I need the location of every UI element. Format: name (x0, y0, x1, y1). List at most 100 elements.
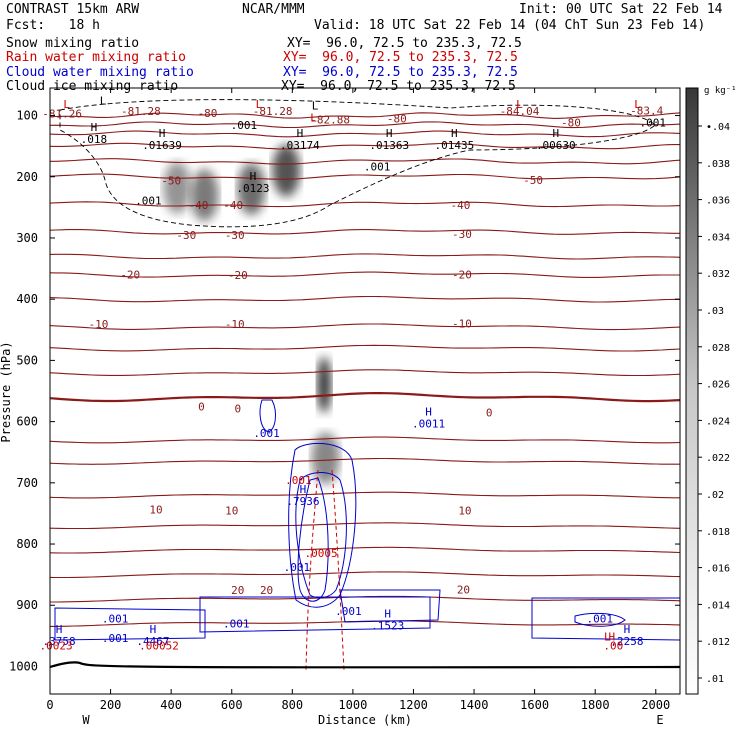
mixing-ratio-label: .001 (102, 612, 129, 625)
colorbar-tick-label: .028 (706, 343, 730, 354)
extremum-label: H (609, 631, 616, 644)
extremum-value: .018 (81, 133, 108, 146)
isotherm-label: -10 (452, 317, 472, 330)
isotherm-label: 10 (458, 505, 471, 518)
isotherm-line (50, 271, 680, 278)
isotherm-line (50, 369, 680, 377)
isotherm-label: 0 (198, 401, 205, 414)
field-name-rain: Rain water mixing ratio (6, 50, 187, 65)
cloud-water-contours (54, 399, 680, 641)
colorbar-tick-label: .018 (706, 527, 730, 538)
isotherm-label: 10 (149, 503, 162, 516)
isotherm-label: -81.28 (253, 105, 293, 118)
isotherm-label: 0 (486, 407, 493, 420)
isotherm-label: 20 (260, 584, 273, 597)
init-time: Init: 00 UTC Sat 22 Feb 14 (519, 2, 723, 17)
extremum-label: L (100, 95, 107, 108)
isotherm-label: -50 (161, 175, 181, 188)
isotherm-label: -30 (176, 229, 196, 242)
isotherm-label: -82.88 (310, 114, 350, 127)
extremum-label: H (386, 127, 393, 140)
isotherm-label: 20 (231, 584, 244, 597)
model-title: CONTRAST 15km ARW (6, 2, 140, 17)
mixing-ratio-label: .001 (231, 119, 258, 132)
extremum-value: .00630 (536, 139, 576, 152)
x-tick-label: 200 (100, 698, 122, 712)
isotherm-label: -10 (89, 318, 109, 331)
isotherm-label: 0 (234, 402, 241, 415)
isotherm-label: -40 (450, 199, 470, 212)
extremum-value: .01639 (142, 139, 182, 152)
colorbar-unit: g kg⁻¹ (704, 86, 737, 96)
mixing-ratio-label: .001 (102, 632, 129, 645)
colorbar-tick-label: .012 (706, 637, 730, 648)
valid-time: Valid: 18 UTC Sat 22 Feb 14 (04 ChT Sun … (314, 18, 706, 33)
rain-water-contour (305, 469, 319, 671)
colorbar-tick-label: .01 (706, 674, 724, 685)
extremum-label: H (425, 405, 432, 418)
x-axis-label: Distance (km) (318, 713, 412, 727)
extremum-label: L (634, 98, 641, 111)
extremum-label: H (150, 623, 157, 636)
x-tick-label: 2000 (641, 698, 670, 712)
isotherm-label: 10 (225, 505, 238, 518)
colorbar-tick-label: .016 (706, 564, 730, 575)
y-tick-label: 600 (16, 415, 38, 429)
extremum-value: .3758 (43, 635, 76, 648)
isotherm-label: -40 (188, 199, 208, 212)
snow-shade-cell (190, 169, 219, 222)
cloud-water-contour (574, 612, 626, 627)
y-tick-label: 700 (16, 476, 38, 490)
snow-shade-cell (163, 161, 192, 214)
isotherm-line (50, 546, 680, 554)
x-tick-label: 1000 (338, 698, 367, 712)
colorbar-tick-label: .034 (706, 232, 730, 243)
extremum-value: .1523 (371, 619, 404, 632)
extremum-label: L (312, 99, 319, 112)
mixing-ratio-label: .001 (285, 474, 312, 487)
isotherm-line (50, 392, 680, 403)
isotherm-label: -80 (387, 112, 407, 125)
contour-labels: -81.26 -81.28 -80 -81.28 -82.88 -80 -84.04 -80 -… (39, 95, 665, 653)
extremum-label: L (516, 98, 523, 111)
mixing-ratio-label: .00052 (139, 639, 179, 652)
east-label: E (656, 713, 663, 727)
extremum-value: .0123 (236, 182, 269, 195)
isotherm-line (50, 522, 680, 530)
y-tick-label: 900 (16, 598, 38, 612)
isotherm-line (50, 142, 680, 150)
colorbar-tick-label: .014 (706, 600, 730, 611)
x-tick-label: 1800 (581, 698, 610, 712)
field-xy-rain: XY= 96.0, 72.5 to 235.3, 72.5 (283, 50, 518, 65)
org-label: NCAR/MMM (242, 2, 305, 17)
extremum-value: .01435 (434, 139, 474, 152)
snow-shading-layer (163, 144, 340, 485)
extremum-value: .03174 (280, 139, 320, 152)
isotherm-line (50, 491, 680, 499)
isotherm-label: -20 (228, 269, 248, 282)
extremum-label: H (384, 607, 391, 620)
cloud-water-contour (297, 477, 329, 602)
field-name-cloudwater: Cloud water mixing ratio (6, 65, 194, 80)
cloud-ice-contours (59, 99, 656, 228)
field-xy-snow: XY= 96.0, 72.5 to 235.3, 72.5 (287, 36, 522, 51)
y-tick-label: 500 (16, 353, 38, 367)
mixing-ratio-label: .001 (586, 612, 613, 625)
mixing-ratio-label: .001 (364, 161, 391, 174)
extremum-value: .2258 (610, 635, 643, 648)
isotherm-label: -10 (225, 318, 245, 331)
field-xy-cloudwater: XY= 96.0, 72.5 to 235.3, 72.5 (283, 65, 518, 80)
cloud-water-contour (259, 399, 276, 433)
isotherm-line (50, 344, 680, 352)
rain-water-contours (305, 469, 345, 671)
x-tick-label: 1200 (399, 698, 428, 712)
isotherm-line (50, 295, 680, 303)
extremum-label: L (604, 631, 611, 644)
isotherm-line (50, 436, 680, 444)
mixing-ratio-label: .001 (284, 561, 311, 574)
extremum-label: H (624, 623, 631, 636)
mixing-ratio-label: .001 (253, 427, 280, 440)
isotherm-label: -20 (452, 268, 472, 281)
isotherm-label: -30 (452, 228, 472, 241)
